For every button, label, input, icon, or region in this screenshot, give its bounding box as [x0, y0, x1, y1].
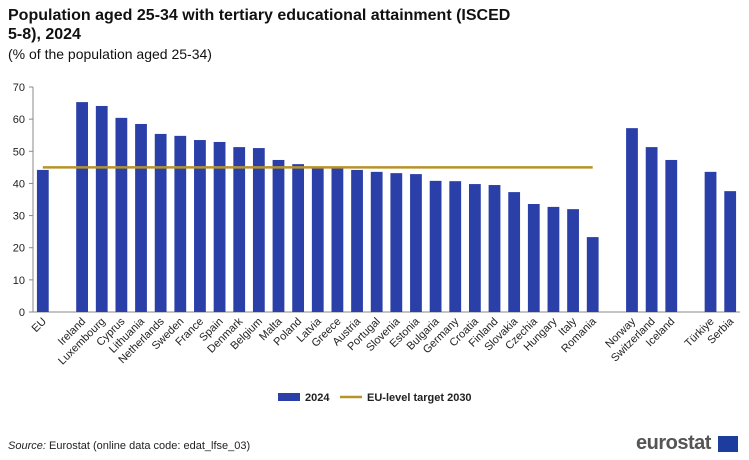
bar — [95, 105, 108, 312]
legend-label: EU-level target 2030 — [367, 392, 472, 404]
bar — [272, 159, 285, 312]
bar — [194, 140, 206, 312]
y-tick-label: 70 — [13, 82, 25, 94]
y-tick-label: 60 — [13, 114, 25, 126]
bar — [586, 237, 599, 312]
bar — [410, 174, 422, 312]
source-text: Eurostat (online data code: edat_lfse_03… — [48, 440, 251, 452]
y-tick-label: 50 — [13, 146, 25, 158]
legend-swatch — [278, 393, 300, 401]
bar — [331, 168, 344, 312]
bar — [724, 191, 737, 312]
bar — [292, 164, 305, 312]
y-tick-label: 30 — [13, 211, 25, 223]
bar — [665, 159, 678, 312]
bar — [213, 141, 226, 312]
bar — [704, 171, 717, 312]
bar — [174, 135, 187, 312]
bar — [488, 185, 501, 312]
bar — [252, 148, 265, 312]
bar — [527, 204, 540, 312]
bar — [351, 169, 363, 312]
y-tick-label: 40 — [13, 178, 25, 190]
chart-subtitle: (% of the population aged 25-34) — [8, 46, 212, 62]
bar — [76, 102, 88, 312]
bar — [429, 180, 442, 312]
bar — [547, 206, 560, 312]
logo-flag — [718, 436, 738, 452]
bar — [154, 133, 167, 312]
y-tick-label: 20 — [13, 243, 25, 255]
bar — [468, 184, 481, 312]
bar — [390, 173, 403, 312]
bar — [233, 147, 246, 312]
bar — [567, 209, 579, 312]
bar — [311, 167, 324, 312]
x-tick-label: EU — [30, 316, 49, 335]
bar — [115, 117, 128, 312]
y-tick-label: 0 — [19, 307, 25, 319]
bar — [370, 171, 383, 312]
bar — [449, 181, 462, 312]
source-label: Source: — [8, 440, 46, 452]
bar — [36, 169, 49, 312]
bar — [508, 192, 521, 312]
legend-label: 2024 — [305, 392, 330, 404]
chart-title: Population aged 25-34 with tertiary educ… — [8, 7, 511, 43]
bar — [626, 128, 638, 312]
source-note: Source: Eurostat (online data code: edat… — [8, 440, 250, 452]
logo: eurostat — [636, 432, 711, 454]
bar — [645, 147, 658, 312]
y-tick-label: 10 — [13, 275, 25, 287]
bar — [135, 123, 147, 312]
